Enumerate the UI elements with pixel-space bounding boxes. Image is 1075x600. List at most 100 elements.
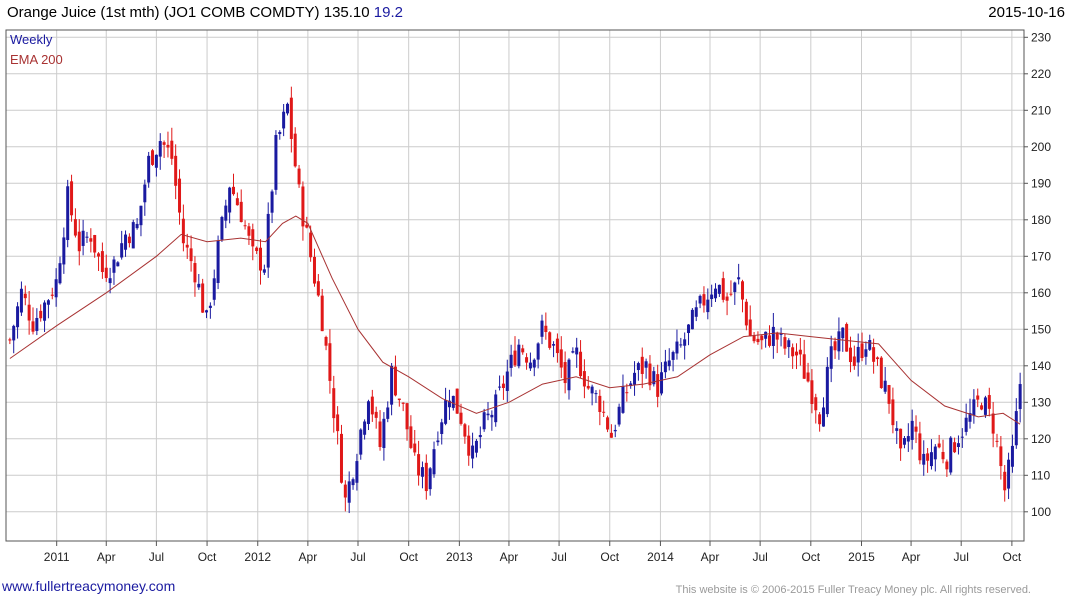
candle-up (509, 354, 513, 368)
chart-date: 2015-10-16 (988, 4, 1065, 21)
candle-up (447, 400, 451, 408)
candle-down (374, 411, 378, 418)
candle-up (355, 461, 359, 483)
candle-down (312, 256, 316, 284)
x-tick-label: Oct (801, 550, 820, 564)
candle-down (748, 319, 752, 337)
candle-up (440, 422, 444, 434)
candle-up (868, 340, 872, 350)
x-axis: 2011 Apr Jul Oct 2012 Apr Jul Oct 2013 Apr Jul Oct 2… (44, 541, 1022, 564)
candle-down (609, 432, 613, 438)
candle-up (282, 111, 286, 129)
candle-down (845, 323, 849, 352)
candle-down (8, 339, 12, 341)
candle-up (906, 436, 910, 442)
candle-up (1014, 411, 1018, 446)
candle-up (278, 131, 282, 135)
candle-down (798, 349, 802, 355)
candle-down (648, 363, 652, 386)
candle-down (289, 97, 293, 139)
candle-up (663, 361, 667, 373)
x-tick-label: Apr (701, 550, 720, 564)
candle-down (586, 385, 590, 389)
candle-down (991, 413, 995, 434)
candle-up (633, 372, 637, 385)
y-tick-label: 210 (1031, 103, 1051, 117)
candle-down (162, 142, 166, 145)
candle-down (370, 396, 374, 415)
candle-down (185, 244, 189, 248)
candle-up (143, 184, 147, 203)
candle-down (937, 443, 941, 448)
y-tick-label: 110 (1031, 468, 1050, 482)
y-tick-label: 180 (1031, 213, 1051, 227)
candle-up (158, 141, 162, 157)
candle-down (625, 392, 629, 394)
candle-up (224, 205, 228, 221)
candle-up (490, 414, 494, 418)
candle-up (837, 331, 841, 352)
candle-up (902, 438, 906, 445)
candle-down (791, 347, 795, 357)
candle-down (316, 281, 320, 296)
candle-down (918, 433, 922, 461)
candle-up (432, 449, 436, 475)
candle-down (193, 263, 197, 283)
x-tick-label: Oct (198, 550, 217, 564)
candle-down (459, 412, 463, 424)
candle-down (293, 133, 297, 167)
candle-down (945, 461, 949, 470)
candles (8, 86, 1022, 514)
candle-up (1007, 459, 1011, 489)
candle-up (536, 343, 540, 360)
candle-up (771, 326, 775, 346)
candle-down (174, 155, 178, 186)
candle-down (397, 398, 401, 401)
candle-down (941, 451, 945, 460)
y-tick-label: 130 (1031, 395, 1051, 409)
candle-up (58, 263, 62, 284)
candle-down (309, 232, 313, 258)
candle-up (575, 347, 579, 355)
candle-up (594, 393, 598, 395)
candle-down (995, 440, 999, 442)
candle-up (690, 309, 694, 330)
candle-down (818, 414, 822, 425)
candle-down (405, 403, 409, 430)
candle-up (895, 428, 899, 431)
candle-down (806, 372, 810, 382)
candle-down (987, 395, 991, 409)
candle-down (409, 426, 413, 448)
candle-down (582, 371, 586, 387)
candle-up (154, 154, 158, 168)
x-tick-label: Jul (149, 550, 164, 564)
candle-up (590, 386, 594, 394)
candle-up (62, 237, 66, 265)
candle-up (498, 386, 502, 388)
candle-up (266, 213, 270, 268)
candle-down (756, 338, 760, 343)
candle-down (640, 356, 644, 374)
candle-down (89, 238, 93, 242)
candle-up (675, 341, 679, 354)
candle-up (787, 340, 791, 348)
candle-up (212, 278, 216, 300)
candle-down (424, 462, 428, 492)
candle-up (956, 443, 960, 448)
x-tick-label: Jul (752, 550, 767, 564)
candle-down (73, 219, 77, 236)
x-tick-label: Apr (902, 550, 921, 564)
candle-down (768, 335, 771, 346)
candle-up (120, 243, 124, 258)
candle-down (413, 443, 417, 453)
candle-up (652, 371, 656, 385)
candle-up (108, 278, 112, 284)
candle-up (505, 371, 509, 391)
footer-link[interactable]: www.fullertreacymoney.com (2, 578, 176, 594)
candle-up (964, 417, 968, 432)
candle-down (93, 235, 97, 253)
candle-up (949, 437, 953, 473)
candle-up (528, 362, 532, 369)
x-tick-label: Oct (399, 550, 418, 564)
candle-down (760, 335, 764, 341)
